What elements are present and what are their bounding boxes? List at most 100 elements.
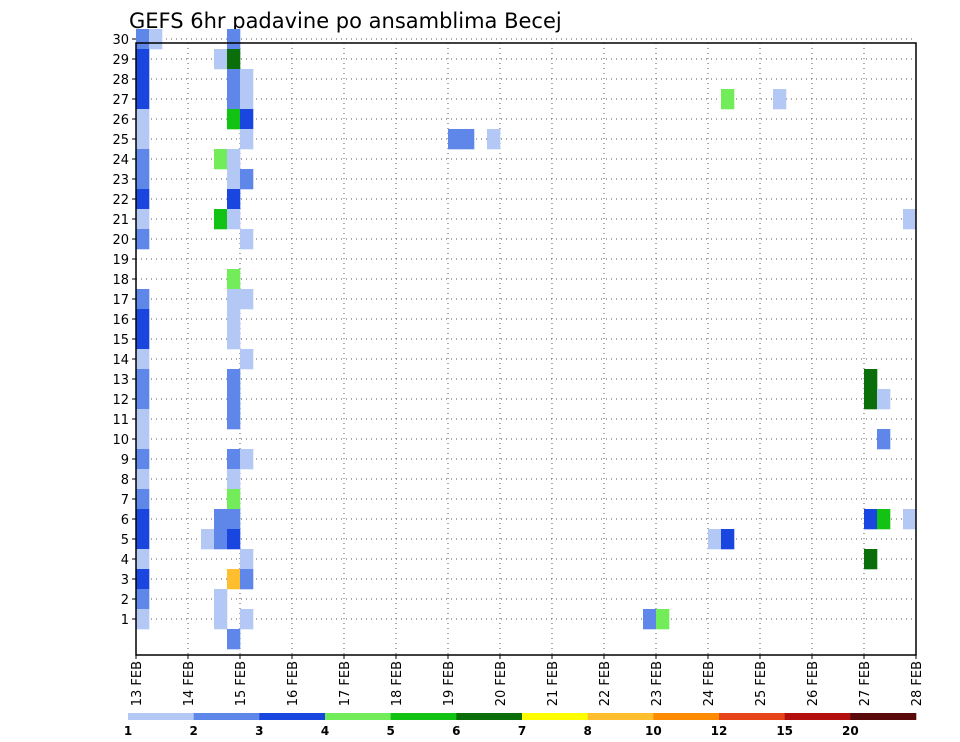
y-tick-label: 17 [112,293,129,308]
colorbar-swatch [784,713,851,720]
y-tick-label: 21 [112,213,129,228]
x-tick-label: 25 FEB [754,661,769,706]
precip-cell [240,549,254,570]
data-cells [136,29,917,650]
colorbar-swatch [193,713,260,720]
precip-cell [136,169,150,190]
precip-cell [227,169,241,190]
precip-cell [721,89,735,110]
precip-cell [903,209,917,230]
colorbar-swatch [653,713,720,720]
y-tick-label: 27 [112,93,129,108]
y-tick-label: 28 [112,73,129,88]
precip-cell [227,509,241,530]
precip-cell [877,509,891,530]
precip-cell [136,149,150,170]
precip-cell [240,69,254,90]
colorbar-label: 10 [645,724,662,738]
x-tick-label: 20 FEB [494,661,509,706]
precip-cell [136,469,150,490]
precip-cell [240,569,254,590]
precip-cell [136,569,150,590]
precip-cell [136,509,150,530]
precip-cell [877,429,891,450]
precip-cell [227,49,241,70]
precip-cell [136,69,150,90]
colorbar-swatch [259,713,326,720]
precip-cell [448,129,462,150]
precip-cell [227,629,241,650]
precip-cell [136,429,150,450]
colorbar-swatch [587,713,654,720]
precip-cell [136,189,150,210]
precip-cell [487,129,501,150]
colorbar: 1 2 3 4 5 6 7 8 10 12 15 20 [124,713,917,738]
grid-lines [135,38,917,655]
precip-cell [240,449,254,470]
precip-cell [227,69,241,90]
x-tick-label: 21 FEB [546,661,561,706]
y-tick-label: 5 [121,533,129,548]
x-tick-label: 18 FEB [390,661,405,706]
precip-cell [864,389,878,410]
chart-title: GEFS 6hr padavine po ansamblima Becej [129,9,562,33]
precip-cell [136,389,150,410]
colorbar-label: 3 [255,724,263,738]
x-tick-label: 26 FEB [806,661,821,706]
precip-cell [136,409,150,430]
precip-cell [240,349,254,370]
precip-cell [227,209,241,230]
precip-cell [214,149,228,170]
y-tick-label: 22 [112,193,129,208]
y-tick-label: 2 [121,593,129,608]
y-tick-label: 30 [112,33,129,48]
y-tick-label: 19 [112,253,129,268]
colorbar-label: 6 [452,724,460,738]
x-tick-label: 24 FEB [702,661,717,706]
precip-cell [227,29,241,50]
x-tick-label: 22 FEB [598,661,613,706]
colorbar-swatch [456,713,523,720]
precip-cell [227,529,241,550]
y-tick-label: 26 [112,113,129,128]
precip-cell [864,509,878,530]
precip-cell [240,89,254,110]
precip-cell [227,469,241,490]
precip-cell [721,529,735,550]
y-tick-label: 23 [112,173,129,188]
y-tick-label: 6 [121,513,129,528]
precip-cell [214,509,228,530]
precip-cell [136,529,150,550]
y-tick-label: 1 [121,613,129,628]
precip-cell [227,269,241,290]
precip-cell [214,589,228,610]
x-axis: 13 FEB 14 FEB 15 FEB 16 FEB 17 FEB 18 FEB 19 F… [130,655,925,706]
precip-cell [214,209,228,230]
precip-cell [136,549,150,570]
precip-cell [903,509,917,530]
colorbar-label: 4 [321,724,329,738]
precip-cell [227,329,241,350]
colorbar-label: 7 [518,724,526,738]
colorbar-label: 8 [583,724,591,738]
y-tick-label: 10 [112,433,129,448]
precip-cell [214,529,228,550]
precip-cell [656,609,670,630]
x-tick-label: 19 FEB [442,661,457,706]
precip-cell [227,369,241,390]
precip-cell [227,289,241,310]
y-tick-label: 7 [121,493,129,508]
colorbar-swatch [128,713,194,720]
colorbar-label: 12 [711,724,728,738]
precip-cell [136,349,150,370]
y-tick-label: 9 [121,453,129,468]
precip-cell [136,369,150,390]
precip-cell [227,309,241,330]
y-tick-label: 12 [112,393,129,408]
precip-cell [136,29,150,50]
y-tick-label: 18 [112,273,129,288]
precip-cell [136,209,150,230]
colorbar-swatch [850,713,917,720]
y-tick-label: 16 [112,313,129,328]
x-tick-label: 13 FEB [130,661,145,706]
